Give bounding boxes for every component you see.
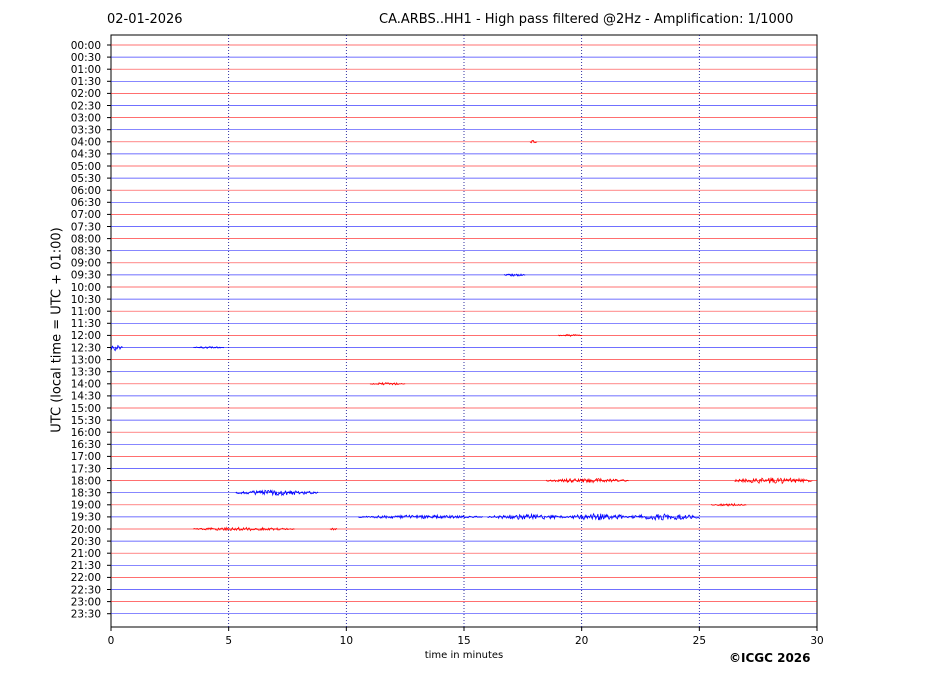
x-tick-label: 25 xyxy=(693,635,706,647)
y-tick-label: 15:30 xyxy=(71,415,101,427)
seismic-event xyxy=(487,512,571,521)
seismic-event xyxy=(503,273,526,277)
seismic-event xyxy=(628,513,700,521)
seismic-event xyxy=(193,526,295,532)
y-tick-label: 14:00 xyxy=(71,379,101,391)
y-tick-label: 11:30 xyxy=(71,318,101,330)
y-axis: 00:0000:3001:0001:3002:0002:3003:0003:30… xyxy=(71,40,111,621)
x-tick-label: 10 xyxy=(340,635,353,647)
traces xyxy=(110,44,817,615)
y-tick-label: 05:30 xyxy=(71,173,101,185)
y-tick-label: 22:30 xyxy=(71,584,101,596)
y-tick-label: 01:00 xyxy=(71,64,101,76)
x-tick-label: 0 xyxy=(108,635,115,647)
x-axis-label: time in minutes xyxy=(424,650,504,661)
y-tick-label: 12:00 xyxy=(71,330,101,342)
y-tick-label: 19:00 xyxy=(71,500,101,512)
y-tick-label: 18:00 xyxy=(71,475,101,487)
x-tick-label: 30 xyxy=(810,635,823,647)
seismic-event xyxy=(546,477,629,484)
y-tick-label: 10:00 xyxy=(71,282,101,294)
y-tick-label: 16:00 xyxy=(71,427,101,439)
seismic-event xyxy=(235,489,319,497)
x-axis: 0 5 10 15 20 25 30 xyxy=(108,627,824,647)
seismic-event xyxy=(357,513,483,520)
y-tick-label: 08:30 xyxy=(71,246,101,258)
x-tick-label: 5 xyxy=(225,635,232,647)
seismic-event xyxy=(110,344,123,352)
y-tick-label: 07:00 xyxy=(71,209,101,221)
y-tick-label: 15:00 xyxy=(71,403,101,415)
x-tick-label: 20 xyxy=(575,635,588,647)
y-tick-label: 20:30 xyxy=(71,536,101,548)
y-tick-label: 02:30 xyxy=(71,100,101,112)
y-tick-label: 02:00 xyxy=(71,88,101,100)
y-tick-label: 23:00 xyxy=(71,596,101,608)
y-tick-label: 10:30 xyxy=(71,294,101,306)
seismic-event xyxy=(369,381,406,386)
x-tick-label: 15 xyxy=(457,635,470,647)
y-tick-label: 19:30 xyxy=(71,512,101,524)
y-tick-label: 21:00 xyxy=(71,548,101,560)
y-tick-label: 13:30 xyxy=(71,367,101,379)
y-tick-label: 17:00 xyxy=(71,451,101,463)
date-label: 02-01-2026 xyxy=(107,12,183,27)
y-tick-label: 08:00 xyxy=(71,233,101,245)
y-tick-label: 03:30 xyxy=(71,125,101,137)
y-tick-label: 22:00 xyxy=(71,572,101,584)
y-tick-label: 01:30 xyxy=(71,76,101,88)
y-tick-label: 18:30 xyxy=(71,488,101,500)
y-tick-label: 00:00 xyxy=(71,40,101,52)
y-tick-label: 21:30 xyxy=(71,560,101,572)
y-tick-label: 07:30 xyxy=(71,221,101,233)
seismic-event xyxy=(558,333,582,337)
y-tick-label: 11:00 xyxy=(71,306,101,318)
seismic-event xyxy=(569,512,630,521)
seismic-event xyxy=(710,502,747,507)
y-tick-label: 06:00 xyxy=(71,185,101,197)
y-tick-label: 13:00 xyxy=(71,354,101,366)
y-tick-label: 04:00 xyxy=(71,137,101,149)
y-tick-label: 12:30 xyxy=(71,342,101,354)
y-tick-label: 00:30 xyxy=(71,52,101,64)
y-tick-label: 17:30 xyxy=(71,463,101,475)
y-tick-label: 23:30 xyxy=(71,609,101,621)
y-tick-label: 05:00 xyxy=(71,161,101,173)
y-axis-label: UTC (local time = UTC + 01:00) xyxy=(49,227,65,433)
plot-frame xyxy=(110,34,818,628)
y-tick-label: 06:30 xyxy=(71,197,101,209)
y-tick-label: 20:00 xyxy=(71,524,101,536)
chart-title: CA.ARBS..HH1 - High pass filtered @2Hz -… xyxy=(379,12,794,27)
seismic-event xyxy=(329,527,338,531)
y-tick-label: 09:30 xyxy=(71,270,101,282)
y-tick-label: 14:30 xyxy=(71,391,101,403)
seismic-event xyxy=(529,139,538,144)
copyright: ©ICGC 2026 xyxy=(729,651,811,665)
y-tick-label: 09:00 xyxy=(71,258,101,270)
seismic-event xyxy=(193,346,225,349)
seismic-event xyxy=(734,476,813,485)
y-tick-label: 03:00 xyxy=(71,112,101,124)
y-tick-label: 04:30 xyxy=(71,149,101,161)
y-tick-label: 16:30 xyxy=(71,439,101,451)
